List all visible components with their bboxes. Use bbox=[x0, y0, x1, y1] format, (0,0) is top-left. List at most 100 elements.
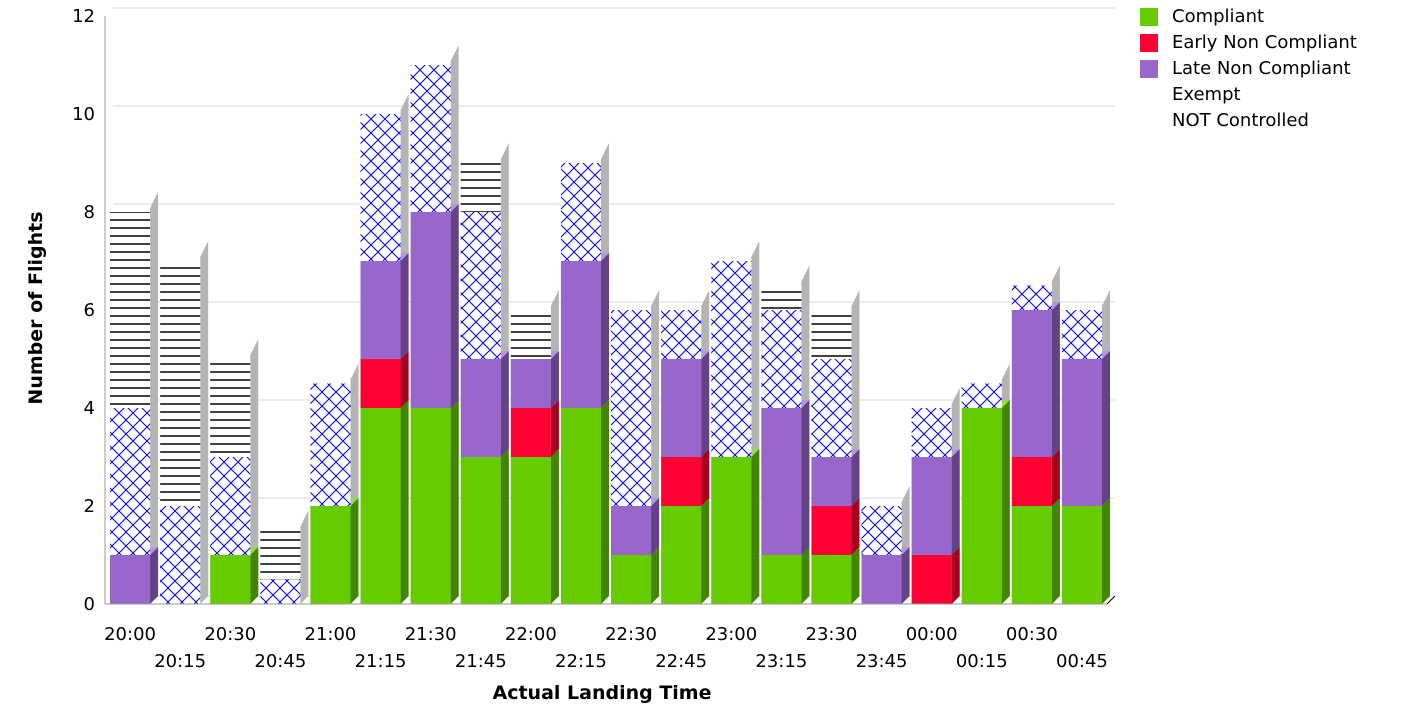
bar-depth-panel bbox=[200, 241, 209, 604]
x-tick-label: 20:00 bbox=[104, 624, 156, 645]
bar-segment-not-controlled bbox=[110, 212, 151, 408]
bar-side bbox=[1051, 302, 1060, 457]
x-tick-label: 22:30 bbox=[605, 624, 657, 645]
bars-layer bbox=[110, 45, 1110, 604]
bar-segment-late-non-compliant bbox=[1011, 310, 1052, 457]
bar-segment-late-non-compliant bbox=[410, 212, 451, 408]
bar-segment-exempt bbox=[911, 408, 952, 457]
bar-depth-panel bbox=[300, 510, 309, 604]
bar-segment-exempt bbox=[1061, 310, 1102, 359]
bar-side bbox=[1101, 498, 1110, 604]
bar-segment-compliant bbox=[711, 457, 752, 604]
x-tick-label: 22:45 bbox=[655, 651, 707, 672]
bar-segment-compliant bbox=[560, 408, 601, 604]
y-tick-label: 10 bbox=[72, 104, 95, 125]
bar-side bbox=[600, 253, 609, 408]
legend-item-exempt: Exempt bbox=[1140, 82, 1357, 108]
x-tick-label: 23:15 bbox=[755, 651, 807, 672]
bar-side bbox=[400, 253, 409, 359]
x-tick-label: 23:30 bbox=[806, 624, 858, 645]
bar-segment-exempt bbox=[611, 310, 652, 506]
bar-segment-not-controlled bbox=[811, 310, 852, 359]
bar-side bbox=[801, 400, 810, 555]
bar-segment-late-non-compliant bbox=[611, 506, 652, 555]
bar-side bbox=[600, 400, 609, 604]
x-tick-label: 23:00 bbox=[705, 624, 757, 645]
bar-side bbox=[250, 547, 259, 604]
bar-side bbox=[651, 498, 660, 555]
bar-segment-early-non-compliant bbox=[661, 457, 702, 506]
bar-segment-compliant bbox=[1011, 506, 1052, 604]
bar-segment-exempt bbox=[160, 506, 201, 604]
bar-segment-not-controlled bbox=[761, 285, 802, 310]
bar-segment-exempt bbox=[961, 383, 1002, 408]
bar-segment-exempt bbox=[460, 212, 501, 359]
bar-segment-compliant bbox=[360, 408, 401, 604]
bar-side bbox=[500, 449, 509, 604]
bar-side bbox=[701, 449, 710, 506]
bar-side bbox=[400, 351, 409, 408]
bar-segment-exempt bbox=[360, 114, 401, 261]
bar-segment-early-non-compliant bbox=[911, 555, 952, 604]
bar-side bbox=[701, 498, 710, 604]
y-tick-label: 2 bbox=[84, 496, 95, 517]
legend-swatch-late-non-compliant bbox=[1140, 60, 1158, 78]
bar-side bbox=[951, 449, 960, 555]
bar-side bbox=[150, 547, 159, 604]
y-tick-label: 8 bbox=[84, 202, 95, 223]
x-tick-label: 00:45 bbox=[1056, 651, 1108, 672]
bar-segment-early-non-compliant bbox=[360, 359, 401, 408]
bar-side bbox=[1101, 351, 1110, 506]
bar-side bbox=[651, 547, 660, 604]
bar-segment-early-non-compliant bbox=[811, 506, 852, 555]
bar-side bbox=[1051, 449, 1060, 506]
legend-swatch-exempt bbox=[1140, 86, 1158, 104]
bar-side bbox=[751, 449, 760, 604]
legend-item-compliant: Compliant bbox=[1140, 4, 1357, 30]
y-axis-title: Number of Flights bbox=[25, 211, 47, 404]
bar-segment-not-controlled bbox=[460, 163, 501, 212]
bar-side bbox=[1051, 498, 1060, 604]
bar-segment-not-controlled bbox=[260, 530, 301, 580]
bar-segment-compliant bbox=[811, 555, 852, 604]
legend-item-early-non-compliant: Early Non Compliant bbox=[1140, 30, 1357, 56]
bar-side bbox=[400, 400, 409, 604]
bar-depth-panel bbox=[250, 339, 259, 604]
bar-segment-exempt bbox=[861, 506, 902, 555]
legend-item-late-non-compliant: Late Non Compliant bbox=[1140, 56, 1357, 82]
bar-side bbox=[851, 449, 860, 506]
bar-segment-late-non-compliant bbox=[861, 555, 902, 604]
bar-segment-compliant bbox=[210, 555, 251, 604]
bar-side bbox=[801, 547, 810, 604]
bar-segment-late-non-compliant bbox=[1061, 359, 1102, 506]
bar-segment-exempt bbox=[661, 310, 702, 359]
bar-segment-early-non-compliant bbox=[1011, 457, 1052, 506]
legend-swatch-not-controlled bbox=[1140, 112, 1158, 130]
bar-segment-compliant bbox=[1061, 506, 1102, 604]
bar-segment-late-non-compliant bbox=[811, 457, 852, 506]
legend-label-early-non-compliant: Early Non Compliant bbox=[1172, 32, 1357, 53]
bar-segment-compliant bbox=[761, 555, 802, 604]
x-tick-label: 21:45 bbox=[455, 651, 507, 672]
bar-segment-compliant bbox=[510, 457, 551, 604]
bar-segment-late-non-compliant bbox=[110, 555, 151, 604]
x-tick-label: 20:30 bbox=[204, 624, 256, 645]
bar-side bbox=[450, 204, 459, 408]
bar-segment-exempt bbox=[210, 457, 251, 555]
bar-segment-late-non-compliant bbox=[510, 359, 551, 408]
bar-segment-exempt bbox=[410, 65, 451, 212]
bar-side bbox=[851, 547, 860, 604]
bar-segment-not-controlled bbox=[210, 359, 251, 457]
bar-side bbox=[1001, 400, 1010, 604]
y-tick-label: 0 bbox=[84, 594, 95, 615]
bar-side bbox=[550, 449, 559, 604]
legend-label-compliant: Compliant bbox=[1172, 6, 1265, 27]
bar-segment-compliant bbox=[661, 506, 702, 604]
bar-side bbox=[350, 498, 359, 604]
legend-item-not-controlled: NOT Controlled bbox=[1140, 108, 1357, 134]
legend: Compliant Early Non Compliant Late Non C… bbox=[1140, 4, 1357, 134]
bar-segment-exempt bbox=[310, 383, 351, 506]
legend-label-late-non-compliant: Late Non Compliant bbox=[1172, 58, 1351, 79]
y-tick-label: 6 bbox=[84, 300, 95, 321]
